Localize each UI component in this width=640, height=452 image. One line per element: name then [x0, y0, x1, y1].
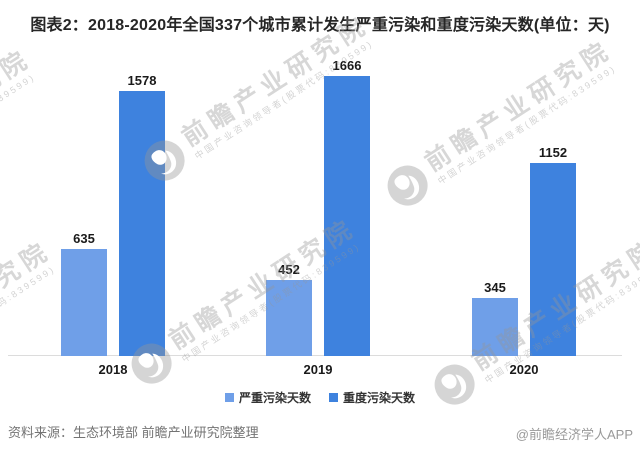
watermark-text: 前瞻产业研究院中国产业咨询领导者(股票代码:839599) — [0, 43, 37, 195]
bar-value-label: 452 — [278, 262, 300, 277]
legend-entry-severe: 重度污染天数 — [329, 389, 415, 406]
watermark-text: 前瞻产业研究院中国产业咨询领导者(股票代码:839599) — [420, 35, 618, 187]
bar-value-label: 345 — [484, 280, 506, 295]
bar-2020-series1 — [530, 163, 576, 356]
credit-note: @前瞻经济学人APP — [515, 427, 633, 442]
chart-title: 图表2：2018-2020年全国337个城市累计发生严重污染和重度污染天数(单位… — [30, 17, 610, 34]
watermark: 前瞻产业研究院中国产业咨询领导者(股票代码:839599) — [0, 43, 42, 195]
x-axis-label-2020: 2020 — [509, 362, 539, 377]
legend-swatch-serious — [224, 393, 234, 402]
bar-2018-series1 — [119, 91, 165, 356]
x-axis-label-2018: 2018 — [98, 362, 128, 377]
bar-2019-series0 — [266, 280, 312, 356]
legend: 严重污染天数 重度污染天数 — [0, 389, 640, 406]
bar-value-label: 635 — [73, 231, 95, 246]
legend-swatch-severe — [329, 393, 338, 402]
bar-value-label: 1578 — [127, 73, 157, 88]
bar-2020-series0 — [472, 298, 518, 356]
legend-label-serious: 严重污染天数 — [238, 391, 311, 405]
watermark: 前瞻产业研究院中国产业咨询领导者(股票代码:839599) — [0, 235, 62, 387]
bar-value-label: 1152 — [538, 145, 568, 160]
bar-2019-series1 — [324, 76, 370, 356]
bar-2018-series0 — [61, 249, 107, 356]
qianzhan-logo-icon — [387, 165, 428, 206]
watermark: 前瞻产业研究院中国产业咨询领导者(股票代码:839599) — [379, 35, 625, 215]
x-axis-label-2019: 2019 — [303, 362, 333, 377]
legend-entry-serious: 严重污染天数 — [224, 389, 311, 406]
source-note: 资料来源：生态环境部 前瞻产业研究院整理 — [8, 425, 259, 440]
x-axis-line — [8, 355, 622, 356]
legend-label-severe: 重度污染天数 — [343, 391, 416, 405]
watermark-text: 前瞻产业研究院中国产业咨询领导者(股票代码:839599) — [0, 235, 57, 387]
bar-value-label: 1666 — [332, 58, 362, 73]
